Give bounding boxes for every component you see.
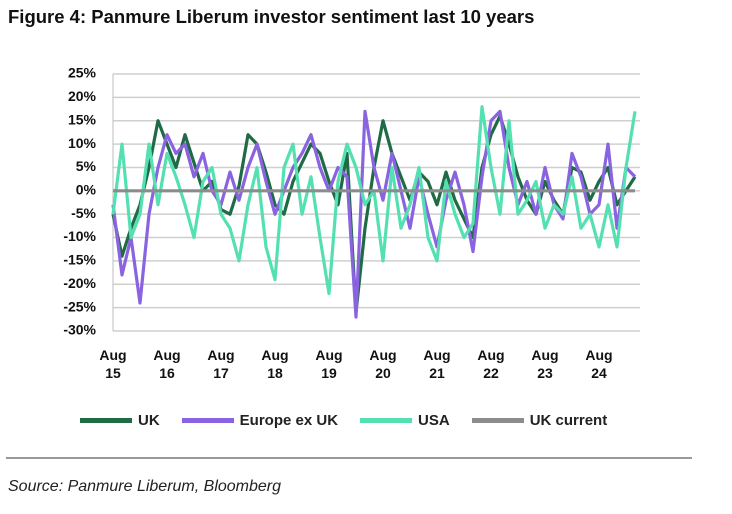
y-tick-label: -20% [63, 275, 96, 291]
y-tick-label: 10% [68, 135, 97, 151]
x-tick-label: Aug 21 [423, 347, 451, 381]
y-tick-label: -25% [63, 298, 96, 314]
x-tick-label: Aug 18 [261, 347, 289, 381]
y-tick-label: 5% [76, 158, 97, 174]
y-tick-label: -30% [63, 322, 96, 338]
series-line [111, 109, 637, 319]
legend-swatch [360, 418, 413, 423]
legend-swatch [80, 418, 132, 423]
legend-item: Europe ex UK [181, 412, 339, 429]
legend-item: USA [360, 412, 450, 429]
x-tick-label: Aug 23 [531, 347, 559, 381]
legend-item: UK current [471, 412, 608, 429]
legend-label: USA [418, 412, 450, 429]
legend-swatch [181, 418, 234, 423]
legend-label: UK current [529, 412, 608, 429]
y-tick-label: -10% [63, 228, 96, 244]
legend-label: Europe ex UK [239, 412, 339, 429]
x-tick-label: Aug 15 [99, 347, 127, 381]
x-tick-label: Aug 19 [315, 347, 343, 381]
y-tick-label: -15% [63, 252, 96, 268]
legend-item: UK [80, 412, 160, 429]
x-tick-label: Aug 17 [207, 347, 235, 381]
legend: UK Europe ex UK USA UK current [80, 412, 607, 429]
legend-label: UK [138, 412, 160, 429]
y-tick-label: 25% [68, 65, 97, 81]
x-tick-label: Aug 24 [585, 347, 613, 381]
y-tick-label: 15% [68, 111, 97, 127]
y-tick-label: 0% [76, 182, 97, 198]
x-tick-label: Aug 20 [369, 347, 397, 381]
x-tick-label: Aug 22 [477, 347, 505, 381]
y-tick-label: 20% [68, 88, 97, 104]
y-tick-label: -5% [71, 205, 96, 221]
legend-swatch [471, 418, 524, 423]
series-line [111, 105, 637, 296]
chart-title: Figure 4: Panmure Liberum investor senti… [8, 6, 535, 27]
source-note: Source: Panmure Liberum, Bloomberg [8, 478, 282, 495]
x-tick-label: Aug 16 [153, 347, 181, 381]
separator [6, 457, 692, 459]
